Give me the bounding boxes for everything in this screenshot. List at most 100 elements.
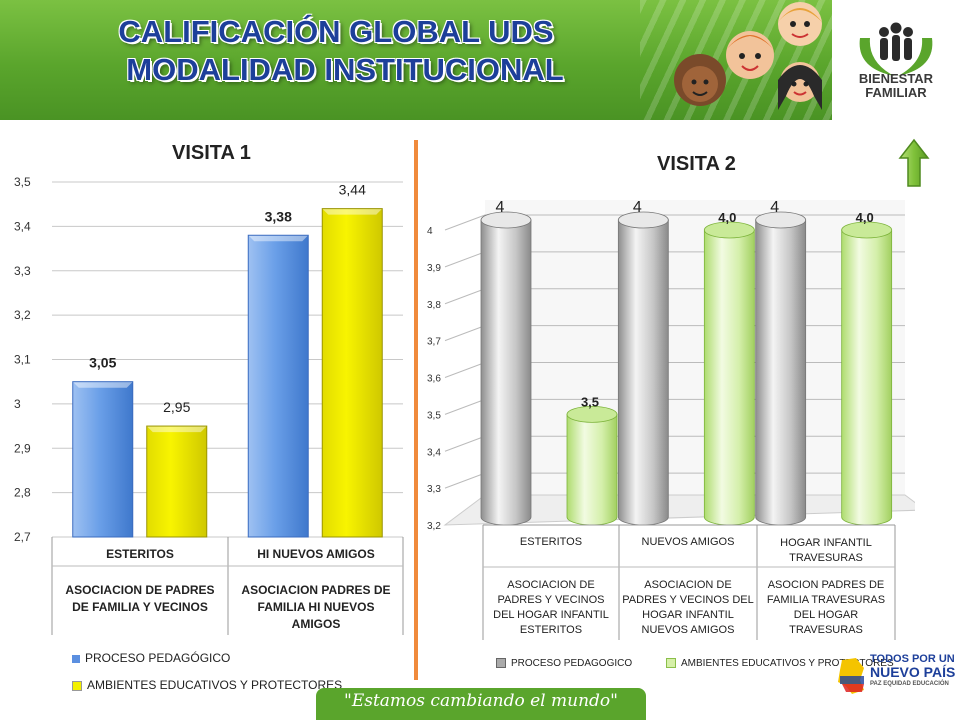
chart1-ytick-label: 3,5 <box>14 175 31 189</box>
chart1-data-label: 3,05 <box>89 355 116 371</box>
chart2-cat-2: NUEVOS AMIGOS <box>641 536 735 548</box>
bienestar-familiar-logo <box>859 22 933 76</box>
chart1-ytick-label: 3,4 <box>14 219 31 233</box>
legend-swatch <box>72 680 82 691</box>
chart2-legend-1: PROCESO PEDAGOGICO <box>496 658 632 669</box>
chart2-bar-top <box>566 405 618 423</box>
legend-label: AMBIENTES EDUCATIVOS Y PROTECTORES <box>87 678 343 692</box>
chart1-ytick-label: 2,8 <box>14 486 31 500</box>
chart1-ytick-label: 2,7 <box>14 530 31 544</box>
colombia-map-icon <box>838 658 864 694</box>
chart2-ytick-label: 3,4 <box>427 447 441 458</box>
page-title-line2: MODALIDAD INSTITUCIONAL <box>126 52 564 87</box>
chart1-title: VISITA 1 <box>172 142 251 164</box>
chart1-plot: 2,7 2,8 2,9 3 3,1 3,2 3,3 3,4 3,5 3,05 2,95 3,38 3,… <box>14 175 404 635</box>
chart1-bar <box>146 426 207 537</box>
chart2-data-label: 4 <box>496 199 505 216</box>
chart2-gridline-side <box>444 251 486 268</box>
chart1-bar <box>248 235 309 537</box>
chart2-bar-top <box>841 221 893 239</box>
legend-swatch <box>666 658 676 669</box>
logo-line2: FAMILIAR <box>865 85 927 100</box>
logo-line1: BIENESTAR <box>858 71 934 86</box>
chart2-ytick-label: 3,6 <box>427 374 441 385</box>
up-arrow-icon[interactable] <box>898 138 930 188</box>
chart2-ytick-label: 3,5 <box>427 410 441 421</box>
chart2-cat-1-detail: ASOCIACION DE PADRES Y VECINOS DEL HOGAR… <box>493 579 609 636</box>
chart2-cat-3-detail: ASOCION PADRES DE FAMILIA TRAVESURAS DEL… <box>766 579 886 636</box>
chart1-cat-2-detail: ASOCIACION PADRES DE FAMILIA HI NUEVOS A… <box>241 583 391 631</box>
chart2-gridline-side <box>444 398 486 415</box>
kids-illustration <box>674 2 822 110</box>
government-slogan: TODOS POR UN NUEVO PAÍS PAZ EQUIDAD EDUC… <box>870 654 960 688</box>
chart1-ytick-label: 3,2 <box>14 308 31 322</box>
chart2-plot: 3,2 3,3 3,4 3,5 3,6 3,7 3,8 3,9 4 4 3,5 4 4,0 4 4,0 <box>427 199 915 640</box>
chart2-data-label: 3,5 <box>581 394 599 409</box>
chart2-cat-3: HOGAR INFANTIL TRAVESURAS <box>780 537 872 564</box>
chart2-data-label: 4,0 <box>856 210 874 225</box>
chart1-legend-2: AMBIENTES EDUCATIVOS Y PROTECTORES <box>72 678 342 692</box>
chart1-bar-outline <box>72 381 134 538</box>
footer-bar <box>316 688 646 720</box>
chart2-gridline-side <box>444 472 486 489</box>
chart2-ytick-label: 3,7 <box>427 337 441 348</box>
chart2-bar <box>755 219 807 526</box>
chart1-cat-1: ESTERITOS <box>106 547 174 561</box>
chart2-cat-2-detail: ASOCIACION DE PADRES Y VECINOS DEL HOGAR… <box>622 579 754 636</box>
chart2-cat-1: ESTERITOS <box>519 536 583 548</box>
chart-divider <box>414 140 418 680</box>
chart2-data-label: 4 <box>633 199 642 216</box>
legend-label: PROCESO PEDAGOGICO <box>511 658 633 669</box>
chart2-gridline-side <box>444 288 486 305</box>
chart2-data-label: 4,0 <box>718 210 736 225</box>
chart2-bar <box>703 229 755 526</box>
gov-line1: TODOS POR UN <box>870 653 955 665</box>
chart2-title: VISITA 2 <box>657 153 736 175</box>
page-title-line1: CALIFICACIÓN GLOBAL UDS <box>118 14 554 49</box>
chart1-bar-outline <box>321 208 383 538</box>
chart1-bar-bevel <box>72 381 133 388</box>
chart1-bar-outline <box>146 425 208 538</box>
chart1-data-label: 3,44 <box>339 182 366 198</box>
chart2-bar <box>566 413 618 526</box>
legend-label: AMBIENTES EDUCATIVOS Y PROTECTORES <box>681 658 894 669</box>
logo-text: BIENESTAR FAMILIAR <box>846 72 946 100</box>
chart1-ytick-label: 3 <box>14 397 21 411</box>
chart1-bar-bevel <box>322 208 383 215</box>
chart1-cat-1-detail: ASOCIACION DE PADRES DE FAMILIA Y VECINO… <box>65 583 215 614</box>
chart2-bar-top <box>480 211 532 229</box>
chart1-ytick-label: 2,9 <box>14 441 31 455</box>
chart2-bar <box>841 229 893 526</box>
chart2-gridline-side <box>444 435 486 452</box>
gov-line2: NUEVO PAÍS <box>870 664 956 680</box>
chart2-bar-top <box>617 211 669 229</box>
chart2-gridline-side <box>444 214 486 231</box>
legend-label: PROCESO PEDAGÓGICO <box>85 651 231 665</box>
chart2-bar-top <box>755 211 807 229</box>
footer-slogan: "Estamos cambiando el mundo" <box>344 691 618 711</box>
chart1-data-label: 3,38 <box>265 208 292 224</box>
chart2-bar-top <box>703 221 755 239</box>
chart1-ytick-label: 3,1 <box>14 353 31 367</box>
gov-line3: PAZ EQUIDAD EDUCACIÓN <box>870 681 949 687</box>
legend-swatch <box>72 654 80 663</box>
chart2-bar <box>617 219 669 526</box>
chart1-bar <box>72 381 133 537</box>
chart1-legend-1: PROCESO PEDAGÓGICO <box>72 651 230 665</box>
chart2-gridline-side <box>444 362 486 378</box>
chart2-ytick-label: 4 <box>427 226 433 237</box>
chart1-data-label: 2,95 <box>163 399 190 415</box>
chart2-ytick-label: 3,9 <box>427 263 441 274</box>
chart1-bar-bevel <box>146 426 207 433</box>
chart1-bar <box>322 208 383 537</box>
chart1-cat-2: HI NUEVOS AMIGOS <box>257 547 375 561</box>
chart2-gridline-side <box>444 325 486 342</box>
chart1-ytick-label: 3,3 <box>14 264 31 278</box>
chart2-ytick-label: 3,2 <box>427 521 441 532</box>
chart2-data-label: 4 <box>770 199 779 216</box>
chart1-bar-outline <box>247 234 309 538</box>
chart1-bar-bevel <box>248 235 309 242</box>
chart2-ytick-label: 3,3 <box>427 484 441 495</box>
legend-swatch <box>496 658 506 669</box>
chart2-legend-2: AMBIENTES EDUCATIVOS Y PROTECTORES <box>666 658 894 669</box>
